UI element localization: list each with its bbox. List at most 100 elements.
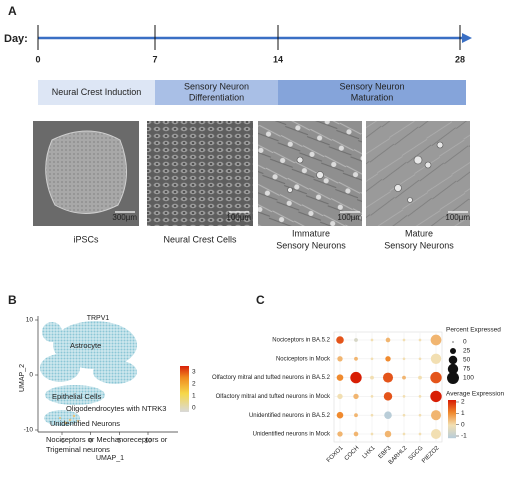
colorbar-step [448, 412, 456, 414]
stage-box [278, 80, 466, 105]
size-key-label: 50 [463, 357, 471, 364]
row-label: Unidentified neurons in Mock [253, 432, 331, 438]
day-label: 28 [455, 54, 465, 64]
row-label: Olfactory mitral and tufted neurons in B… [212, 375, 331, 381]
dot [385, 356, 391, 362]
y-tick-label: 10 [26, 317, 34, 324]
colorbar-step [448, 408, 456, 410]
colorbar-tick-label: 0 [192, 405, 196, 412]
colorbar-step [448, 433, 456, 435]
colorbar-tick-label: 0 [461, 421, 465, 428]
colorbar-step [448, 428, 456, 430]
dot [353, 393, 359, 400]
colorbar-step [448, 410, 456, 412]
dot [418, 395, 422, 398]
x-axis-label: UMAP_1 [96, 455, 124, 462]
colorbar-step [448, 415, 456, 417]
cluster-label: Unidentified Neurons [50, 419, 120, 428]
dot [430, 390, 442, 403]
size-key [447, 363, 459, 375]
colorbar-tick-label: -1 [461, 433, 467, 440]
colorbar-step [448, 422, 456, 424]
colorbar-tick-label: 1 [461, 410, 465, 417]
image-caption: Sensory Neurons [384, 240, 454, 250]
dot [370, 413, 374, 417]
cluster-label: Astrocyte [70, 341, 101, 350]
dot [383, 392, 393, 401]
image-caption: Neural Crest Cells [163, 234, 237, 244]
dot [402, 375, 406, 380]
dot [336, 411, 344, 419]
umap-title: TRPV1 [87, 315, 110, 322]
image-caption: iPSCs [73, 234, 99, 244]
size-key-label: 25 [463, 348, 471, 355]
colorbar-step [448, 423, 456, 425]
colorbar-step [448, 411, 456, 413]
colorbar-step [448, 434, 456, 436]
stage-label: Differentiation [189, 92, 244, 102]
dot [337, 393, 343, 400]
panel-b [37, 316, 189, 433]
color-legend-title: Average Expression [446, 391, 504, 398]
size-key-label: 100 [463, 375, 474, 382]
day-prefix: Day: [4, 33, 28, 45]
stage-box [38, 80, 155, 105]
dot [382, 372, 394, 383]
dot [350, 371, 362, 384]
colorbar-step [448, 430, 456, 432]
size-key [448, 355, 458, 365]
x-tick-label: -5 [59, 438, 65, 445]
scale-label: 100µm [445, 213, 470, 222]
dot [418, 357, 422, 361]
day-label: 0 [35, 54, 40, 64]
colorbar-step [448, 436, 456, 438]
colorbar-step [448, 401, 456, 403]
colorbar-step [448, 427, 456, 429]
cluster-label: Trigeminal neurons [46, 445, 110, 454]
day-label: 14 [273, 54, 283, 64]
scale-label: 100µm [337, 213, 362, 222]
dot [430, 334, 442, 346]
dot [370, 338, 374, 342]
umap-expressing [59, 414, 79, 425]
cluster-label: Oligodendrocytes with NTRK3 [66, 404, 166, 413]
cluster-label: Epithelial Cells [52, 392, 101, 401]
dot [337, 431, 343, 437]
row-label: Nociceptors in Mock [276, 356, 331, 362]
colorbar-tick-label: 1 [192, 393, 196, 400]
scale-label: 100µm [226, 213, 251, 222]
x-tick-label: 0 [89, 438, 93, 445]
panel-label: B [8, 293, 17, 307]
dot [370, 395, 374, 398]
panel-a [33, 33, 472, 226]
x-tick-label: 10 [144, 438, 152, 445]
colorbar-step [448, 404, 456, 406]
colorbar-tick-label: 2 [192, 381, 196, 388]
dot [337, 356, 343, 362]
dot [384, 430, 392, 438]
colorbar-step [448, 413, 456, 415]
colorbar-step [448, 405, 456, 407]
colorbar-step [448, 420, 456, 422]
dot [354, 413, 358, 418]
dot [384, 411, 392, 419]
micrograph-neural-crest [147, 121, 253, 226]
stage-label: Sensory Neuron [184, 81, 249, 91]
neuron-bodies [287, 141, 444, 203]
dot [430, 410, 442, 421]
colorbar-step [448, 409, 456, 411]
colorbar-step [448, 403, 456, 405]
stage-label: Neural Crest Induction [52, 87, 142, 97]
dot [430, 371, 442, 384]
colorbar-step [448, 426, 456, 428]
umap-cloud [40, 321, 137, 426]
colorbar [180, 366, 189, 412]
dot [370, 375, 374, 380]
arrow-head [462, 33, 472, 43]
day-label: 7 [152, 54, 157, 64]
image-caption: Immature [292, 228, 330, 238]
colorbar-step [448, 414, 456, 416]
colorbar-step [448, 407, 456, 409]
dot [418, 413, 422, 417]
